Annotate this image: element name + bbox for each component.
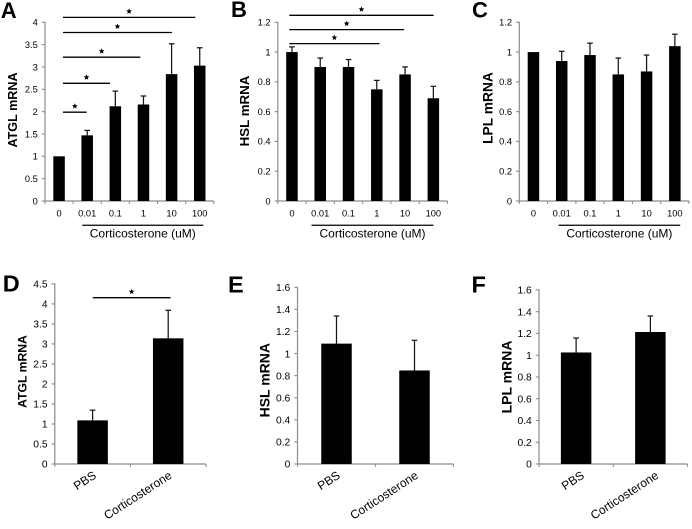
svg-text:1: 1 [526, 351, 532, 362]
svg-text:4: 4 [33, 18, 38, 28]
svg-text:Corticosterone (uM): Corticosterone (uM) [566, 227, 672, 241]
svg-text:1: 1 [374, 208, 379, 218]
svg-text:0: 0 [56, 208, 61, 218]
svg-text:1.2: 1.2 [517, 329, 532, 340]
svg-text:0.1: 0.1 [342, 208, 355, 218]
svg-text:Corticosterone (uM): Corticosterone (uM) [319, 227, 425, 241]
svg-text:ATGL mRNA: ATGL mRNA [16, 335, 30, 408]
svg-text:0.5: 0.5 [25, 174, 38, 184]
svg-text:4: 4 [42, 300, 48, 311]
svg-text:1: 1 [265, 47, 270, 57]
svg-text:1: 1 [33, 152, 38, 162]
svg-text:0.2: 0.2 [258, 167, 271, 177]
svg-text:1: 1 [42, 420, 48, 431]
svg-text:0.01: 0.01 [553, 208, 571, 218]
svg-text:10: 10 [641, 208, 651, 218]
svg-text:0.6: 0.6 [258, 107, 271, 117]
svg-text:0: 0 [33, 196, 38, 206]
svg-text:0.2: 0.2 [499, 167, 512, 177]
svg-text:10: 10 [166, 208, 176, 218]
svg-text:0.4: 0.4 [499, 137, 512, 147]
svg-text:3.5: 3.5 [33, 320, 48, 331]
svg-text:0: 0 [265, 196, 270, 206]
svg-text:0: 0 [507, 196, 512, 206]
svg-text:2.5: 2.5 [25, 85, 38, 95]
svg-text:0.2: 0.2 [517, 438, 532, 449]
svg-text:0.4: 0.4 [276, 416, 291, 427]
svg-text:0.6: 0.6 [517, 394, 532, 405]
svg-text:1.6: 1.6 [517, 286, 532, 297]
svg-text:1: 1 [507, 47, 512, 57]
svg-text:HSL mRNA: HSL mRNA [237, 75, 252, 146]
svg-text:3: 3 [33, 62, 38, 72]
svg-text:1.2: 1.2 [258, 18, 271, 28]
svg-text:LPL mRNA: LPL mRNA [481, 72, 496, 144]
svg-text:1.2: 1.2 [499, 18, 512, 28]
svg-text:HSL mRNA: HSL mRNA [257, 343, 273, 417]
svg-text:Corticosterone (uM): Corticosterone (uM) [90, 227, 196, 241]
svg-text:0: 0 [531, 208, 536, 218]
svg-text:LPL mRNA: LPL mRNA [499, 341, 515, 414]
svg-text:1: 1 [141, 208, 146, 218]
svg-text:1.5: 1.5 [33, 400, 48, 411]
svg-text:B: B [231, 0, 247, 22]
svg-text:100: 100 [667, 208, 683, 218]
svg-text:0: 0 [42, 460, 48, 471]
svg-text:A: A [1, 0, 17, 23]
svg-text:0.5: 0.5 [33, 440, 48, 451]
svg-text:0.01: 0.01 [78, 208, 96, 218]
svg-text:3.5: 3.5 [25, 40, 38, 50]
svg-text:3: 3 [42, 340, 48, 351]
svg-text:0.8: 0.8 [517, 373, 532, 384]
svg-text:2.5: 2.5 [33, 360, 48, 371]
svg-text:1.5: 1.5 [25, 129, 38, 139]
svg-text:100: 100 [192, 208, 208, 218]
svg-text:1.2: 1.2 [276, 327, 291, 338]
svg-text:0.1: 0.1 [584, 208, 597, 218]
svg-text:0: 0 [289, 208, 294, 218]
svg-text:0.2: 0.2 [276, 438, 291, 449]
svg-text:1.4: 1.4 [276, 305, 291, 316]
svg-text:1.6: 1.6 [276, 283, 291, 294]
svg-text:0: 0 [285, 460, 291, 471]
svg-text:E: E [228, 272, 244, 298]
svg-text:0.1: 0.1 [109, 208, 122, 218]
svg-text:ATGL mRNA: ATGL mRNA [6, 72, 20, 147]
svg-text:0: 0 [526, 460, 532, 471]
svg-text:0.4: 0.4 [258, 137, 271, 147]
svg-text:2: 2 [33, 107, 38, 117]
svg-text:0.4: 0.4 [517, 416, 532, 427]
svg-text:0.8: 0.8 [276, 371, 291, 382]
svg-text:0.6: 0.6 [276, 393, 291, 404]
svg-text:1: 1 [616, 208, 621, 218]
svg-text:D: D [3, 271, 20, 297]
svg-text:1: 1 [285, 349, 291, 360]
svg-text:0.6: 0.6 [499, 107, 512, 117]
svg-text:C: C [472, 0, 488, 22]
svg-text:0.8: 0.8 [499, 77, 512, 87]
svg-text:2: 2 [42, 380, 48, 391]
svg-text:100: 100 [426, 208, 442, 218]
svg-text:0.01: 0.01 [311, 208, 329, 218]
svg-text:F: F [472, 272, 486, 298]
svg-text:1.4: 1.4 [517, 307, 532, 318]
svg-text:10: 10 [400, 208, 410, 218]
svg-text:0.8: 0.8 [258, 77, 271, 87]
svg-text:4.5: 4.5 [33, 280, 48, 291]
